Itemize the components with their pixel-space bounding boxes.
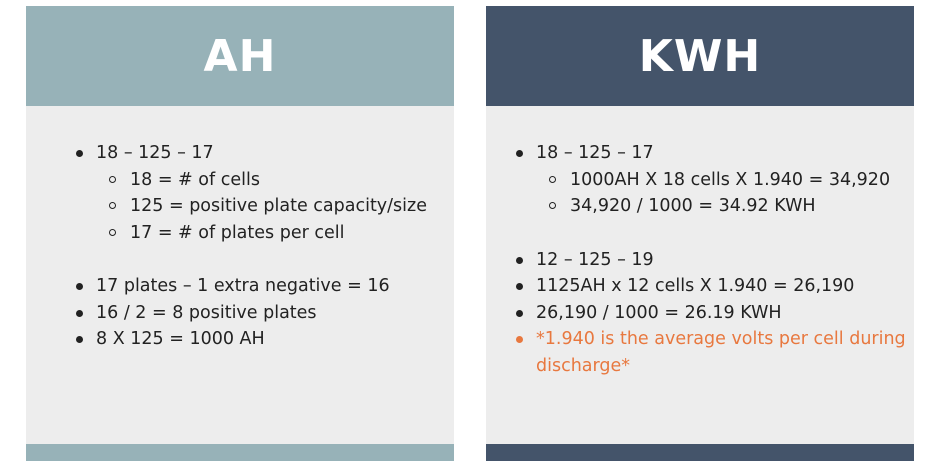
list-subitem: 34,920 / 1000 = 34.92 KWH bbox=[512, 193, 914, 220]
ah-card: AH 18 – 125 – 17 18 = # of cells 125 = p… bbox=[26, 6, 454, 461]
ah-list-2: 17 plates – 1 extra negative = 16 16 / 2… bbox=[72, 273, 454, 353]
kwh-title: KWH bbox=[638, 30, 762, 82]
kwh-card-body: 18 – 125 – 17 1000AH X 18 cells X 1.940 … bbox=[512, 140, 914, 379]
list-item: 18 – 125 – 17 bbox=[72, 140, 454, 167]
ah-card-body: 18 – 125 – 17 18 = # of cells 125 = posi… bbox=[72, 140, 454, 353]
list-item: 8 X 125 = 1000 AH bbox=[72, 326, 454, 353]
kwh-card: KWH 18 – 125 – 17 1000AH X 18 cells X 1.… bbox=[486, 6, 914, 461]
list-item: 12 – 125 – 19 bbox=[512, 247, 914, 274]
ah-card-footer-bar bbox=[26, 444, 454, 461]
ah-list-1: 18 – 125 – 17 18 = # of cells 125 = posi… bbox=[72, 140, 454, 246]
kwh-card-footer-bar bbox=[486, 444, 914, 461]
list-item: 16 / 2 = 8 positive plates bbox=[72, 300, 454, 327]
list-subitem: 1000AH X 18 cells X 1.940 = 34,920 bbox=[512, 167, 914, 194]
list-subitem: 17 = # of plates per cell bbox=[72, 220, 454, 247]
list-item: 18 – 125 – 17 bbox=[512, 140, 914, 167]
list-item: 26,190 / 1000 = 26.19 KWH bbox=[512, 300, 914, 327]
list-subitem: 18 = # of cells bbox=[72, 167, 454, 194]
kwh-list-2: 12 – 125 – 19 1125AH x 12 cells X 1.940 … bbox=[512, 247, 914, 380]
list-item: 1125AH x 12 cells X 1.940 = 26,190 bbox=[512, 273, 914, 300]
ah-title: AH bbox=[203, 30, 277, 82]
list-item: 17 plates – 1 extra negative = 16 bbox=[72, 273, 454, 300]
average-volts-note: *1.940 is the average volts per cell dur… bbox=[512, 326, 914, 379]
kwh-list-1: 18 – 125 – 17 1000AH X 18 cells X 1.940 … bbox=[512, 140, 914, 220]
list-subitem: 125 = positive plate capacity/size bbox=[72, 193, 454, 220]
ah-card-header: AH bbox=[26, 6, 454, 106]
kwh-card-header: KWH bbox=[486, 6, 914, 106]
